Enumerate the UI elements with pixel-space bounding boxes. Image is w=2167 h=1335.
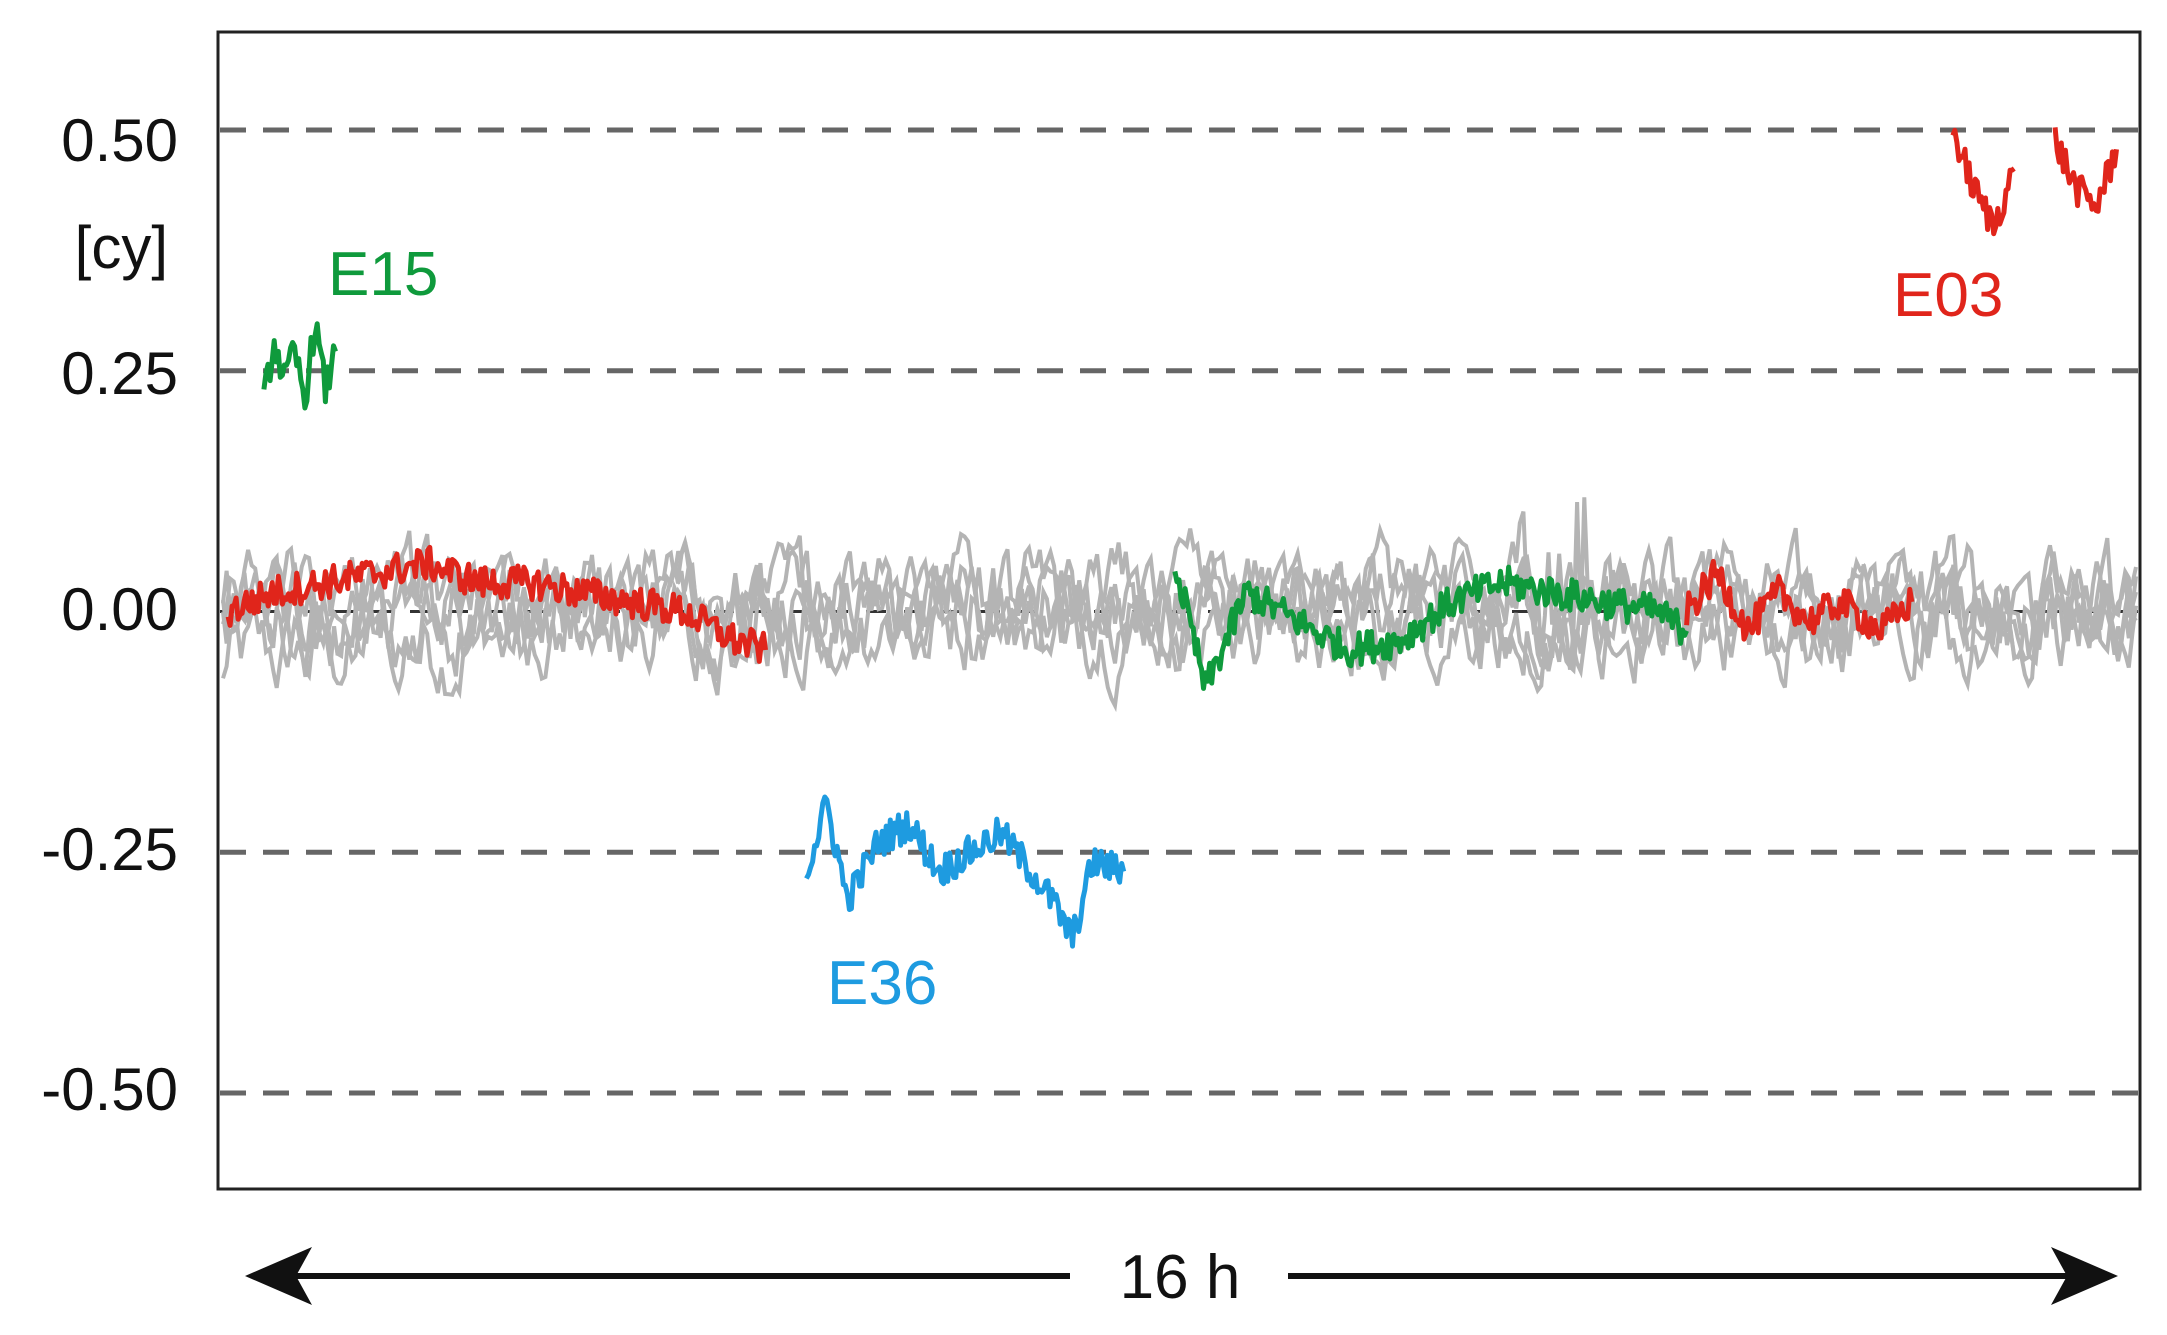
series-line-e15-0 (261, 321, 338, 411)
arrow-head-right (2051, 1247, 2118, 1305)
grid-lines (220, 127, 2138, 1096)
arrow-head-left (245, 1247, 312, 1305)
duration-label: 16 h (1120, 1243, 1241, 1312)
plot-frame (216, 30, 2142, 1191)
ytick-label-neg050: -0.50 (41, 1056, 178, 1123)
duration-arrow (245, 1247, 2118, 1305)
series-label-e36: E36 (827, 949, 937, 1018)
ytick-label-neg025: -0.25 (41, 816, 178, 883)
series-line-e03-2 (1950, 127, 2016, 237)
series-lines (225, 127, 2119, 949)
background-trace-4 (221, 528, 2138, 682)
series-line-e03-1 (1684, 558, 1915, 642)
series-line-e03-0 (225, 544, 768, 664)
y-unit-label: [cy] (75, 214, 168, 281)
series-label-e03: E03 (1893, 261, 2003, 330)
ytick-label-050: 0.50 (61, 107, 178, 174)
background-traces (221, 497, 2138, 713)
series-line-e15-1 (1172, 564, 1689, 691)
background-trace-3 (221, 530, 2138, 682)
series-line-e03-3 (2052, 127, 2119, 214)
series-label-e15: E15 (328, 240, 438, 309)
series-line-e36-0 (804, 794, 1127, 949)
ytick-label-025: 0.25 (61, 340, 178, 407)
ytick-label-000: 0.00 (61, 576, 178, 643)
